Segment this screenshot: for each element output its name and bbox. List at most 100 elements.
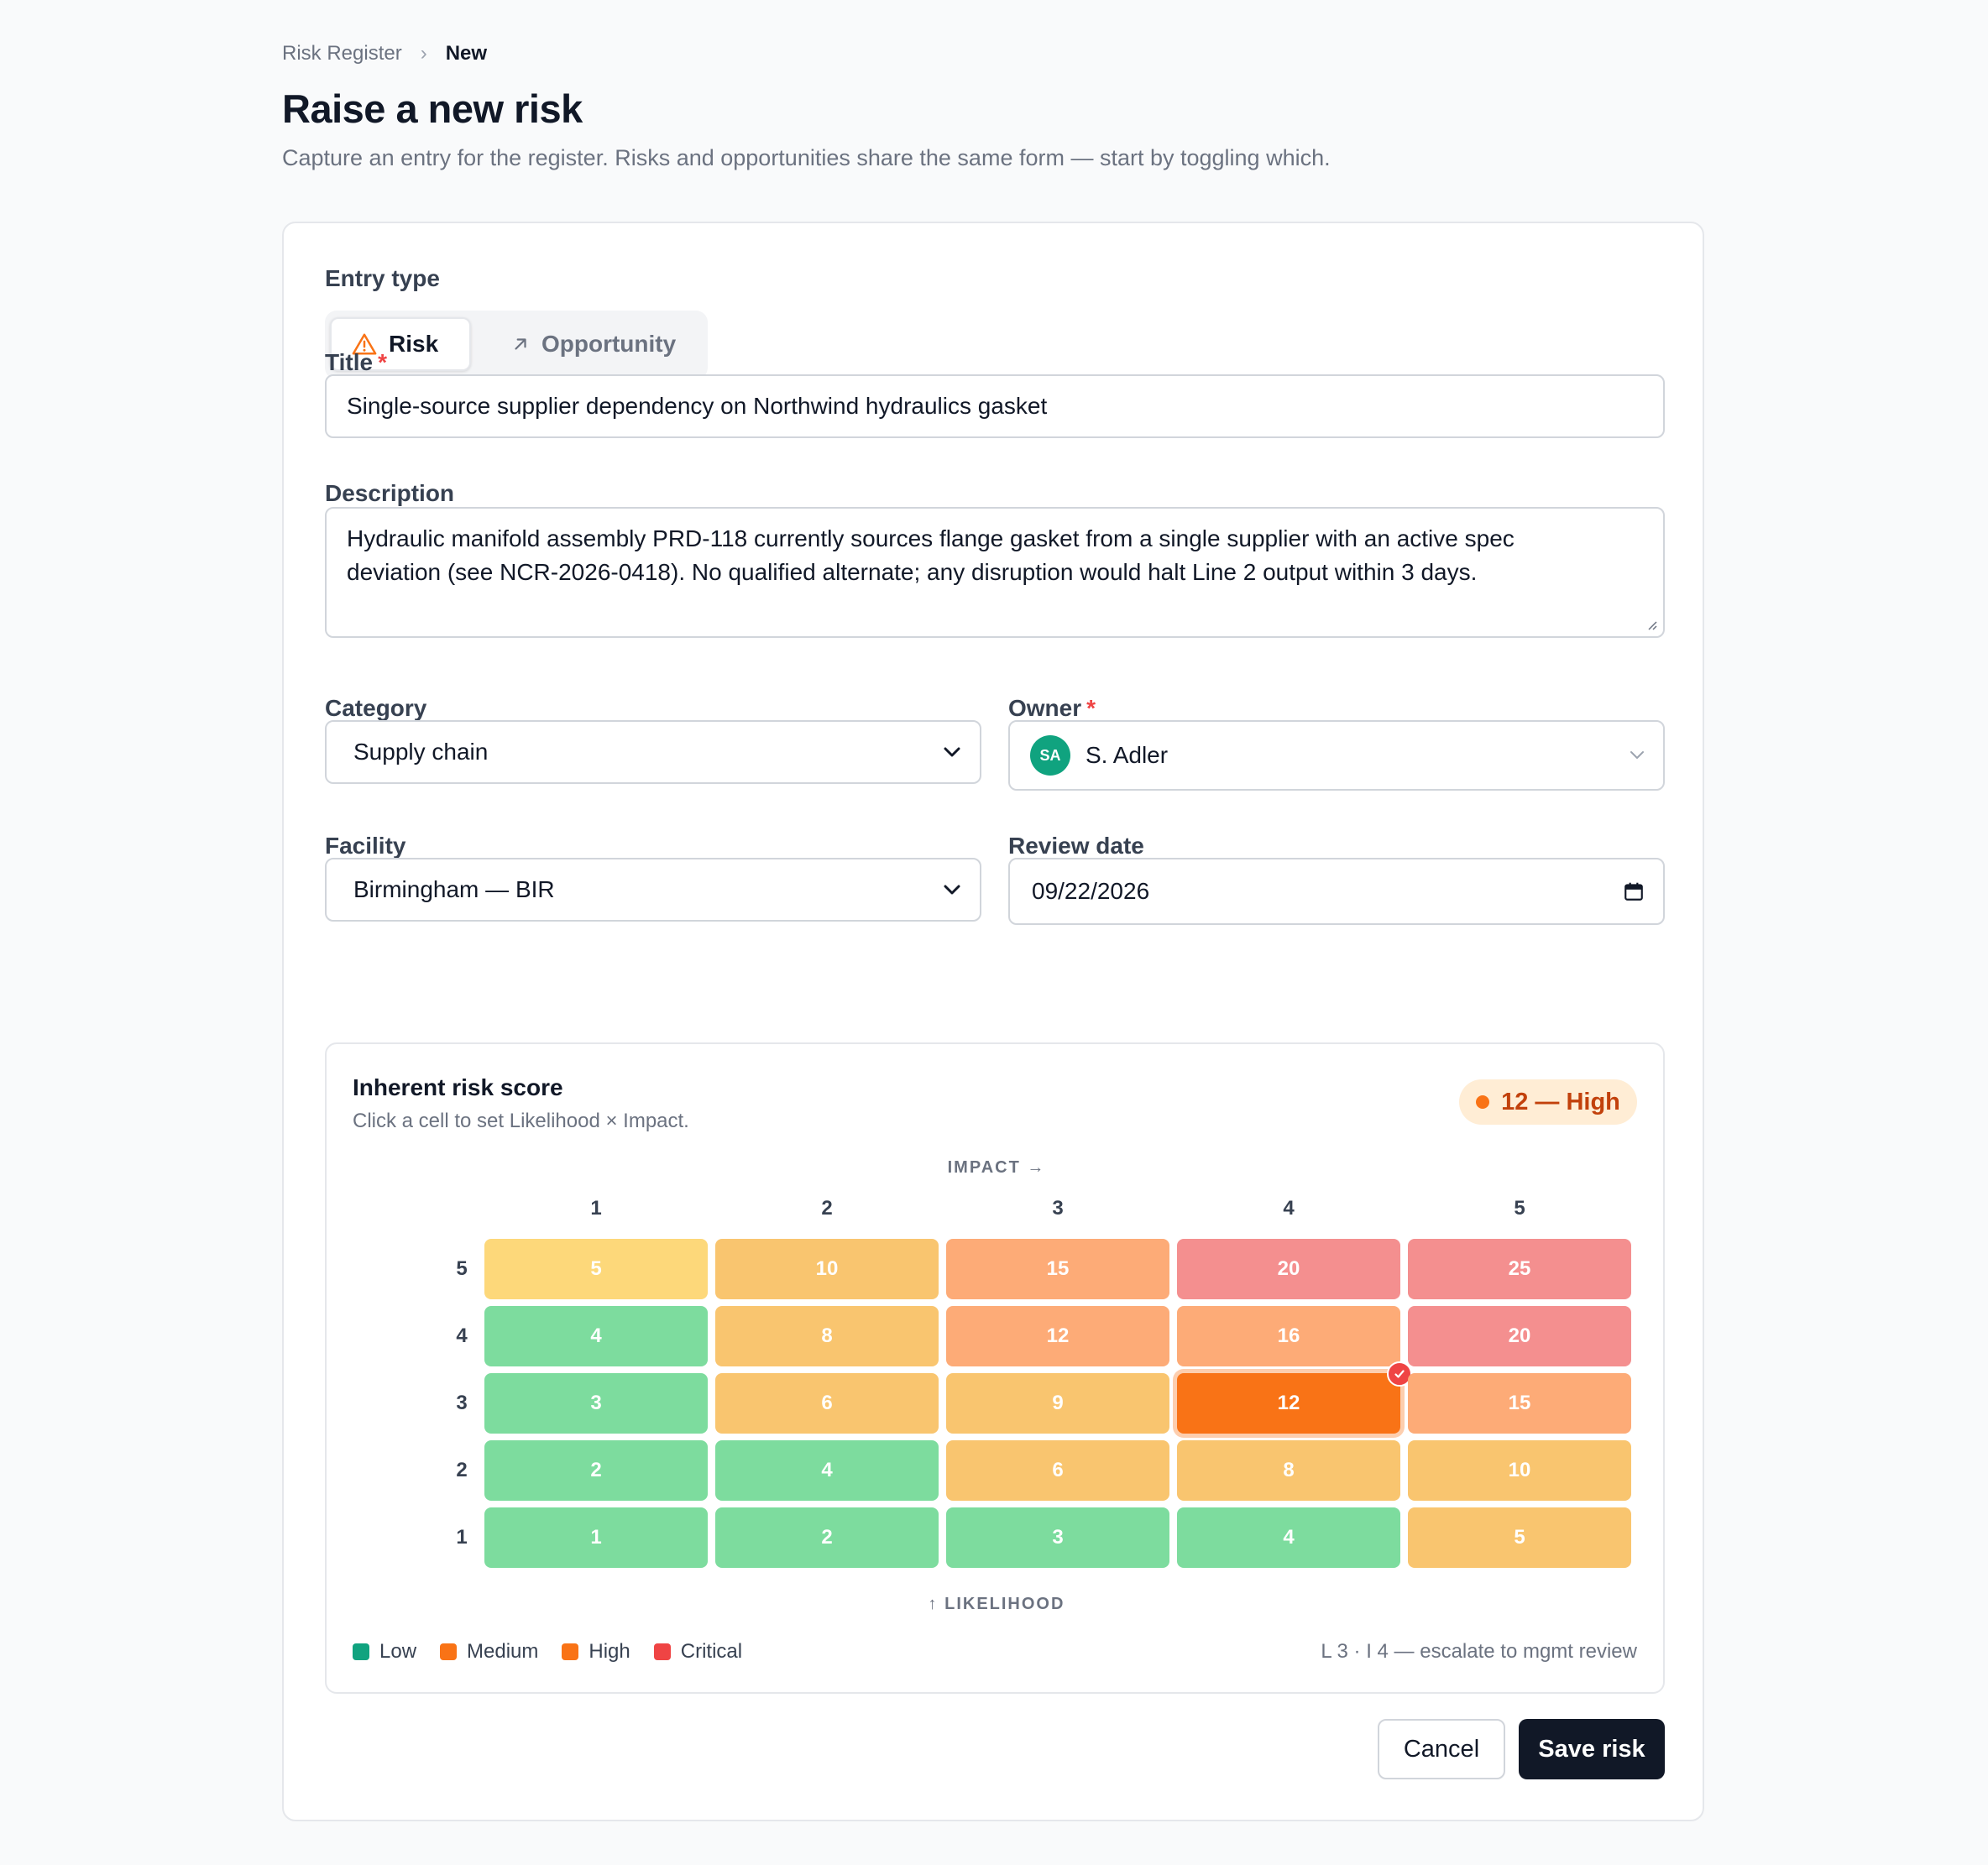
risk-matrix-cell[interactable]: 2 [715,1507,939,1568]
risk-matrix-cell-value: 4 [1283,1526,1295,1549]
risk-matrix-cell[interactable]: 25 [1408,1239,1631,1299]
risk-matrix-cell[interactable]: 15 [946,1239,1169,1299]
save-risk-button[interactable]: Save risk [1519,1719,1665,1779]
risk-matrix-cell-value: 12 [1277,1392,1300,1414]
risk-score-badge: 12 — High [1459,1079,1637,1125]
impact-column-header: 5 [1514,1197,1525,1220]
risk-matrix-title: Inherent risk score [353,1074,563,1100]
entry-type-risk-label: Risk [389,331,439,357]
risk-matrix-cell[interactable]: 10 [1408,1440,1631,1501]
risk-matrix-cell[interactable]: 5 [484,1239,708,1299]
risk-matrix-cell[interactable]: 12 [1177,1361,1412,1434]
risk-matrix-cell[interactable]: 10 [715,1239,939,1299]
facility-value: Birmingham — BIR [353,876,555,902]
owner-select[interactable]: SA S. Adler [1008,720,1665,791]
category-label: Category [325,695,427,721]
owner-label: Owner * [1008,695,1096,721]
required-mark: * [378,349,387,375]
status-dot-icon [1476,1095,1490,1109]
risk-matrix-cell[interactable]: 3 [946,1507,1169,1568]
risk-matrix-cell-value: 4 [590,1324,602,1347]
risk-matrix-cell-value: 9 [1052,1392,1064,1414]
category-value: Supply chain [353,739,489,765]
likelihood-row-header: 3 [456,1392,468,1414]
risk-matrix-cell-value: 12 [1046,1324,1070,1347]
risk-matrix-panel: Inherent risk score Click a cell to set … [325,1042,1665,1694]
risk-matrix-cell-value: 3 [590,1392,602,1414]
owner-value: S. Adler [1086,742,1169,768]
risk-matrix-cell-value: 5 [590,1257,602,1280]
risk-matrix-cell[interactable]: 20 [1408,1306,1631,1366]
description-value: Hydraulic manifold assembly PRD-118 curr… [347,525,1515,585]
impact-column-header: 1 [590,1197,602,1220]
risk-matrix-note: L 3 · I 4 — escalate to mgmt review [1321,1640,1637,1663]
risk-matrix-cell[interactable]: 8 [715,1306,939,1366]
risk-matrix-cell-value: 2 [821,1526,833,1549]
likelihood-row-header: 2 [456,1459,468,1481]
chevron-down-icon [1630,751,1644,759]
risk-matrix-cell[interactable]: 4 [1177,1507,1400,1568]
risk-score-badge-text: 12 — High [1501,1088,1620,1115]
risk-matrix-cell[interactable]: 20 [1177,1239,1400,1299]
risk-matrix-cell[interactable]: 6 [715,1373,939,1434]
risk-matrix-cell-value: 20 [1508,1324,1531,1347]
risk-matrix-cell[interactable]: 4 [484,1306,708,1366]
impact-column-header: 2 [821,1197,833,1220]
risk-matrix-cell[interactable]: 9 [946,1373,1169,1434]
risk-matrix-cell-value: 15 [1046,1257,1070,1280]
risk-matrix-cell[interactable]: 2 [484,1440,708,1501]
legend-item-critical: Critical [653,1640,742,1664]
risk-matrix-cell-value: 8 [1283,1459,1295,1481]
title-input[interactable]: Single-source supplier dependency on Nor… [325,374,1665,438]
risk-matrix-cell[interactable]: 16 [1177,1306,1400,1366]
likelihood-row-header: 5 [456,1257,468,1280]
entry-type-toggle: Risk Opportunity [325,311,708,379]
risk-matrix-cell[interactable]: 3 [484,1373,708,1434]
description-label: Description [325,480,455,506]
risk-matrix-cell-value: 8 [821,1324,833,1347]
category-select[interactable]: Supply chain [325,720,981,784]
risk-matrix-cell[interactable]: 12 [946,1306,1169,1366]
arrow-up-right-icon [515,338,526,350]
risk-matrix-cell[interactable]: 8 [1177,1440,1400,1501]
risk-matrix-cell-value: 20 [1277,1257,1300,1280]
breadcrumb: Risk Register › New [282,40,1706,67]
entry-type-opportunity-button[interactable]: Opportunity [491,317,696,371]
risk-matrix-cell-value: 25 [1508,1257,1531,1280]
impact-column-header: 3 [1052,1197,1064,1220]
warning-triangle-icon [352,333,377,355]
page-title: Raise a new risk [282,86,583,131]
risk-matrix-cell[interactable]: 15 [1408,1373,1631,1434]
risk-matrix-subtitle: Click a cell to set Likelihood × Impact. [353,1110,689,1132]
entry-type-risk-button[interactable]: Risk [330,317,471,371]
risk-matrix-cell[interactable]: 4 [715,1440,939,1501]
legend-swatch [562,1643,579,1660]
legend-swatch [653,1643,671,1660]
likelihood-row-header: 4 [456,1324,468,1347]
page: Risk Register › New Raise a new risk Cap… [282,40,1706,1821]
title-input-value: Single-source supplier dependency on Nor… [347,393,1048,419]
risk-matrix-cell[interactable]: 6 [946,1440,1169,1501]
risk-matrix-cell-value: 5 [1514,1526,1525,1549]
review-date-input[interactable]: 09/22/2026 [1008,858,1665,925]
legend-swatch [353,1643,369,1660]
facility-select[interactable]: Birmingham — BIR [325,858,981,922]
resize-grip-icon[interactable] [1645,618,1658,631]
breadcrumb-parent-link[interactable]: Risk Register [282,42,402,65]
risk-matrix-cell[interactable]: 5 [1408,1507,1631,1568]
risk-matrix-cell-value: 15 [1508,1392,1531,1414]
likelihood-row-header: 1 [456,1526,468,1549]
facility-label: Facility [325,833,406,859]
risk-matrix-cell[interactable]: 1 [484,1507,708,1568]
risk-matrix-cell-value: 3 [1052,1526,1064,1549]
cancel-button[interactable]: Cancel [1378,1719,1505,1779]
description-textarea[interactable]: Hydraulic manifold assembly PRD-118 curr… [325,507,1665,638]
risk-matrix-cell-value: 4 [821,1459,833,1481]
risk-legend: Low Medium High Critical [353,1640,766,1664]
required-mark: * [1086,695,1096,721]
title-field-label: Title * [325,349,387,375]
calendar-icon[interactable] [1623,880,1645,902]
review-date-label: Review date [1008,833,1144,859]
review-date-value: 09/22/2026 [1032,878,1150,904]
legend-item-medium: Medium [440,1640,538,1664]
